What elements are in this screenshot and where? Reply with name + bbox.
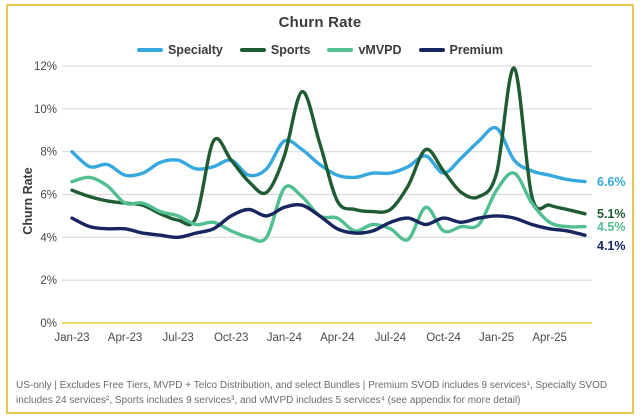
legend-swatch-specialty bbox=[136, 48, 163, 52]
x-tick-label: Jan-24 bbox=[267, 332, 303, 344]
x-tick-label: Apr-23 bbox=[108, 332, 143, 344]
chart-title: Churn Rate bbox=[278, 14, 362, 31]
y-tick-label: 4% bbox=[40, 232, 57, 244]
x-tick-label: Oct-24 bbox=[426, 332, 461, 344]
line-vmvpd bbox=[70, 171, 587, 243]
legend-label-vmvpd: vMVPD bbox=[358, 43, 402, 57]
gridlines bbox=[62, 65, 592, 324]
line-premium bbox=[70, 203, 587, 240]
end-label-vmvpd: 4.5% bbox=[597, 220, 626, 234]
y-tick-label: 12% bbox=[34, 61, 57, 73]
legend-swatch-vmvpd bbox=[327, 48, 354, 52]
chart-card: Churn Rate Specialty Sports vMVPD Premiu… bbox=[6, 4, 634, 414]
y-tick-label: 2% bbox=[40, 275, 57, 287]
legend-label-specialty: Specialty bbox=[167, 43, 223, 57]
x-tick-label: Jul-23 bbox=[162, 332, 193, 344]
y-tick-label: 0% bbox=[40, 318, 57, 330]
legend-label-premium: Premium bbox=[449, 43, 504, 57]
legend-item-sports: Sports bbox=[239, 43, 311, 57]
y-tick-label: 10% bbox=[34, 104, 57, 116]
legend: Specialty Sports vMVPD Premium bbox=[8, 43, 632, 57]
legend-swatch-sports bbox=[239, 48, 266, 52]
legend-label-sports: Sports bbox=[270, 43, 311, 57]
legend-item-vmvpd: vMVPD bbox=[327, 43, 402, 57]
x-axis-tick-labels: Jan-23 Apr-23 Jul-23 Oct-23 Jan-24 Apr-24 Jul-… bbox=[54, 332, 566, 344]
x-tick-label: Jan-23 bbox=[54, 332, 89, 344]
footnote: US-only | Excludes Free Tiers, MVPD + Te… bbox=[16, 380, 608, 406]
legend-item-premium: Premium bbox=[418, 43, 504, 57]
series-lines bbox=[70, 66, 587, 243]
x-tick-label: Apr-25 bbox=[532, 332, 567, 344]
line-sports bbox=[70, 66, 587, 227]
y-tick-label: 8% bbox=[40, 147, 57, 159]
end-label-specialty: 6.6% bbox=[597, 175, 626, 189]
legend-swatch-premium bbox=[418, 48, 445, 52]
end-label-premium: 4.1% bbox=[597, 239, 626, 253]
y-tick-label: 6% bbox=[40, 190, 57, 202]
x-tick-label: Jul-24 bbox=[375, 332, 407, 344]
end-label-sports: 5.1% bbox=[597, 207, 626, 221]
x-tick-label: Oct-23 bbox=[214, 332, 249, 344]
x-tick-label: Apr-24 bbox=[320, 332, 355, 344]
legend-item-specialty: Specialty bbox=[136, 43, 223, 57]
y-axis-tick-labels: 0% 2% 4% 6% 8% 10% 12% bbox=[34, 61, 57, 330]
x-tick-label: Jan-25 bbox=[479, 332, 514, 344]
